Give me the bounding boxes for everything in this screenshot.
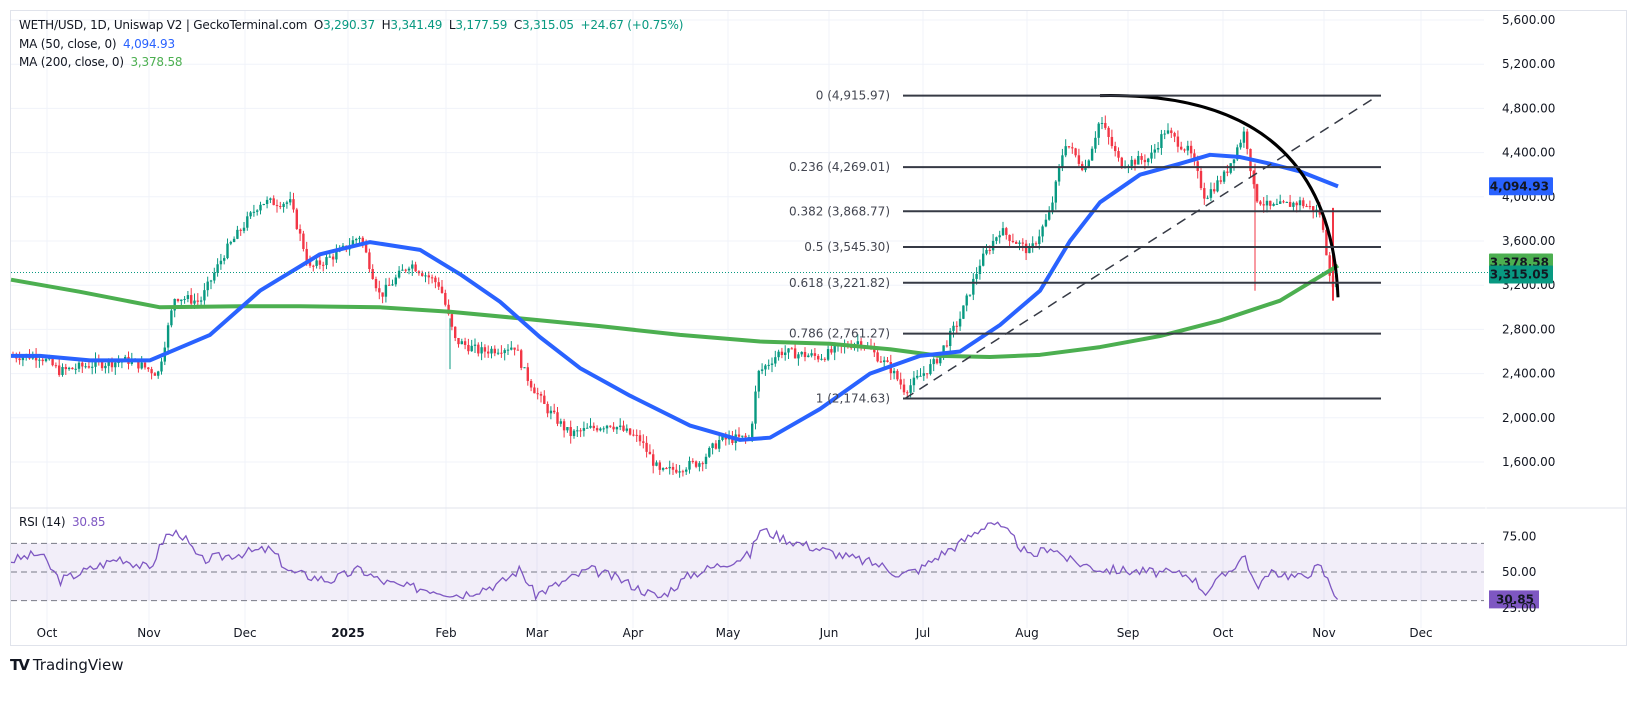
time-axis-tick: Jun	[819, 626, 839, 640]
ohlc-low: L3,177.59	[448, 18, 508, 32]
price-axis-tick: 5,600.00	[1502, 13, 1555, 27]
tradingview-logo-icon: TV	[10, 656, 30, 674]
ma50-line[interactable]	[11, 152, 1339, 442]
price-axis-tick: 1,600.00	[1502, 455, 1555, 469]
ohlc-open: O3,290.37	[313, 18, 375, 32]
fibonacci-retracement[interactable]	[903, 94, 1381, 400]
candles[interactable]	[11, 115, 1338, 478]
time-axis-tick: Jul	[915, 626, 930, 640]
fib-level-label: 0.236 (4,269.01)	[789, 160, 890, 174]
rsi-axis-tick: 25.00	[1502, 601, 1536, 615]
rsi-line[interactable]	[10, 521, 1339, 601]
ma200-label: MA (200, close, 0)	[19, 55, 124, 69]
price-badge	[1489, 265, 1553, 284]
time-axis-tick: Dec	[233, 626, 256, 640]
time-axis-tick: Sep	[1117, 626, 1140, 640]
fib-level-label: 0 (4,915.97)	[816, 89, 890, 103]
ma200-value: 3,378.58	[130, 55, 183, 69]
time-axis-tick: 2025	[331, 626, 364, 640]
rsi-value: 30.85	[71, 515, 106, 529]
fib-level-label: 0.618 (3,221.82)	[789, 276, 890, 290]
fib-level-label: 0.5 (3,545.30)	[804, 240, 890, 254]
price-badge-text: 4,094.93	[1490, 179, 1549, 193]
time-axis-tick: Mar	[526, 626, 549, 640]
ohlc-high: H3,341.49	[381, 18, 443, 32]
fib-level-label: 1 (2,174.63)	[816, 392, 890, 406]
ma200-legend[interactable]: MA (200, close, 0) 3,378.58	[19, 55, 185, 69]
tradingview-brand-text: TradingView	[32, 656, 124, 674]
time-axis-tick: Nov	[1312, 626, 1335, 640]
price-axis-tick: 2,000.00	[1502, 411, 1555, 425]
fib-level-label: 0.382 (3,868.77)	[789, 204, 890, 218]
time-axis-tick: Apr	[623, 626, 644, 640]
time-axis-tick: Dec	[1409, 626, 1432, 640]
price-badge-text: 3,315.05	[1490, 267, 1549, 281]
time-axis-tick: Oct	[37, 626, 58, 640]
price-badge	[1489, 177, 1553, 196]
price-axis-tick: 3,600.00	[1502, 234, 1555, 248]
ma50-label: MA (50, close, 0)	[19, 37, 117, 51]
ma50-legend[interactable]: MA (50, close, 0) 4,094.93	[19, 37, 178, 51]
time-axis-tick: Feb	[435, 626, 456, 640]
rsi-legend[interactable]: RSI (14) 30.85	[19, 515, 108, 529]
ma50-value: 4,094.93	[123, 37, 175, 51]
symbol-title: WETH/USD, 1D, Uniswap V2 | GeckoTerminal…	[19, 18, 308, 32]
price-change: +24.67 (+0.75%)	[580, 18, 684, 32]
rsi-pane[interactable]	[10, 521, 1539, 609]
price-axis-tick: 4,400.00	[1502, 146, 1555, 160]
rsi-axis-tick: 50.00	[1502, 565, 1536, 579]
price-axis-tick: 4,800.00	[1502, 101, 1555, 115]
time-axis-tick: May	[716, 626, 741, 640]
fib-level-label: 0.786 (2,761.27)	[789, 327, 890, 341]
price-axis-tick: 2,800.00	[1502, 322, 1555, 336]
ohlc-close: C3,315.05	[513, 18, 574, 32]
tradingview-branding[interactable]: TV TradingView	[10, 656, 123, 674]
rsi-badge	[1489, 590, 1539, 609]
rsi-label: RSI (14)	[19, 515, 66, 529]
time-axis-tick: Oct	[1213, 626, 1234, 640]
price-axis-tick: 5,200.00	[1502, 57, 1555, 71]
symbol-legend[interactable]: WETH/USD, 1D, Uniswap V2 | GeckoTerminal…	[19, 18, 686, 32]
rsi-badge-text: 30.85	[1496, 592, 1534, 606]
rsi-axis-tick: 75.00	[1502, 529, 1536, 543]
ma200-line[interactable]	[10, 263, 1340, 360]
time-axis-tick: Nov	[137, 626, 160, 640]
time-axis-tick: Aug	[1015, 626, 1038, 640]
price-axis-tick: 2,400.00	[1502, 367, 1555, 381]
chart-frame	[10, 10, 1627, 646]
price-grid	[11, 11, 1484, 628]
